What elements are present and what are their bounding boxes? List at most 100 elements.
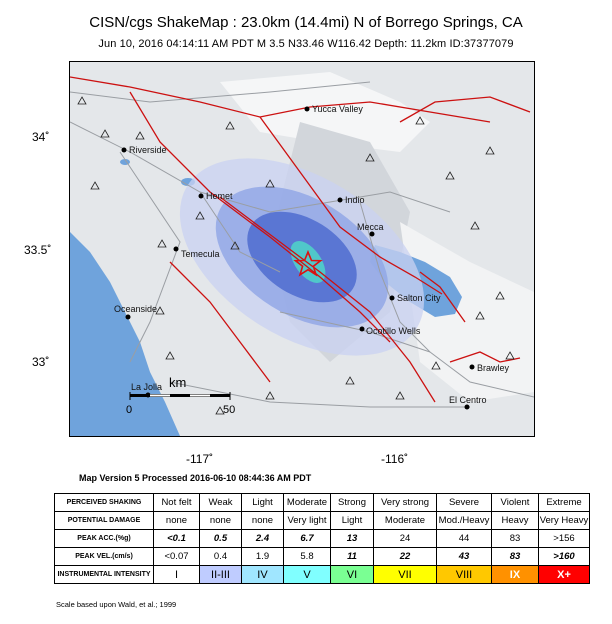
legend-cell: Very light xyxy=(283,511,331,530)
legend-cell: 22 xyxy=(373,547,437,566)
scale-credit: Scale based upon Wald, et al.; 1999 xyxy=(56,600,177,609)
city-dot xyxy=(304,106,310,112)
legend-cell: Mod./Heavy xyxy=(436,511,492,530)
epicenter-star-icon[interactable] xyxy=(293,249,323,277)
legend-cell: Violent xyxy=(491,493,539,512)
latitude-tick-33-5: 33.5˚ xyxy=(24,243,52,257)
legend-cell: 44 xyxy=(436,529,492,548)
city-salton-city: Salton City xyxy=(397,293,441,303)
legend-cell: <0.07 xyxy=(153,547,200,566)
legend-cell: 13 xyxy=(330,529,374,548)
scale-bar: km 0 50 xyxy=(126,375,235,416)
city-dot xyxy=(198,193,204,199)
city-indio: Indio xyxy=(345,195,365,205)
city-dot xyxy=(469,364,475,370)
legend-cell: >160 xyxy=(538,547,590,566)
legend-row-label: INSTRUMENTAL INTENSITY xyxy=(54,565,154,584)
legend-row-label: PEAK VEL.(cm/s) xyxy=(54,547,154,566)
legend-cell: Strong xyxy=(330,493,374,512)
legend-row-label: POTENTIAL DAMAGE xyxy=(54,511,154,530)
cities: Yucca Valley Riverside Hemet Indio Mecca… xyxy=(114,104,510,410)
legend-cell: 24 xyxy=(373,529,437,548)
legend-cell: 1.9 xyxy=(241,547,284,566)
map-title: CISN/cgs ShakeMap : 23.0km (14.4mi) N of… xyxy=(89,14,523,31)
intensity-swatch: V xyxy=(283,565,331,584)
scale-end: 50 xyxy=(223,404,235,416)
intensity-swatch: VII xyxy=(373,565,437,584)
city-dot xyxy=(369,231,375,237)
city-dot xyxy=(121,147,127,153)
legend-cell: Light xyxy=(241,493,284,512)
city-la-jolla: La Jolla xyxy=(131,382,162,392)
city-temecula: Temecula xyxy=(181,249,220,259)
intensity-swatch: VI xyxy=(330,565,374,584)
legend-cell: 0.4 xyxy=(199,547,242,566)
scale-unit: km xyxy=(169,375,186,390)
city-brawley: Brawley xyxy=(477,363,510,373)
legend-cell: Very strong xyxy=(373,493,437,512)
legend-cell: Light xyxy=(330,511,374,530)
longitude-tick-117: -117˚ xyxy=(186,452,214,466)
imperial-valley xyxy=(400,222,534,402)
city-oceanside: Oceanside xyxy=(114,304,157,314)
city-yucca-valley: Yucca Valley xyxy=(312,104,363,114)
highways xyxy=(70,81,534,408)
legend-row-label: PERCEIVED SHAKING xyxy=(54,493,154,512)
legend-cell: 0.5 xyxy=(199,529,242,548)
scale-start: 0 xyxy=(126,404,132,416)
city-ocotillo-wells: Ocotillo Wells xyxy=(366,326,421,336)
intensity-swatch: II-III xyxy=(199,565,242,584)
city-hemet: Hemet xyxy=(206,191,233,201)
latitude-tick-33: 33˚ xyxy=(32,355,50,369)
legend-cell: Weak xyxy=(199,493,242,512)
legend-cell: 5.8 xyxy=(283,547,331,566)
intensity-swatch: I xyxy=(153,565,200,584)
map-canvas: Yucca Valley Riverside Hemet Indio Mecca… xyxy=(70,62,534,436)
shakemap-map[interactable]: Yucca Valley Riverside Hemet Indio Mecca… xyxy=(69,61,535,437)
intensity-legend: PERCEIVED SHAKING Not felt Weak Light Mo… xyxy=(54,493,590,584)
city-dot xyxy=(337,197,343,203)
city-mecca: Mecca xyxy=(357,222,384,232)
legend-row-velocity: PEAK VEL.(cm/s) <0.07 0.4 1.9 5.8 11 22 … xyxy=(54,547,590,566)
legend-cell: 2.4 xyxy=(241,529,284,548)
legend-cell: Heavy xyxy=(491,511,539,530)
pacific-ocean xyxy=(70,232,180,436)
legend-cell: Severe xyxy=(436,493,492,512)
city-riverside: Riverside xyxy=(129,145,167,155)
map-version: Map Version 5 Processed 2016-06-10 08:44… xyxy=(79,473,312,483)
legend-cell: Very Heavy xyxy=(538,511,590,530)
legend-cell: none xyxy=(199,511,242,530)
legend-cell: 83 xyxy=(491,547,539,566)
legend-cell: >156 xyxy=(538,529,590,548)
legend-cell: <0.1 xyxy=(153,529,200,548)
legend-row-damage: POTENTIAL DAMAGE none none none Very lig… xyxy=(54,511,590,530)
legend-cell: none xyxy=(153,511,200,530)
seismic-stations xyxy=(77,96,515,415)
city-dot xyxy=(359,326,365,332)
city-dot xyxy=(125,314,131,320)
latitude-tick-34: 34˚ xyxy=(32,130,50,144)
legend-row-intensity: INSTRUMENTAL INTENSITY I II-III IV V VI … xyxy=(54,565,590,584)
city-dot xyxy=(389,295,395,301)
legend-cell: none xyxy=(241,511,284,530)
legend-cell: 83 xyxy=(491,529,539,548)
fault-lines xyxy=(70,76,531,403)
legend-cell: Extreme xyxy=(538,493,590,512)
legend-row-shaking: PERCEIVED SHAKING Not felt Weak Light Mo… xyxy=(54,493,590,512)
intensity-zone-v xyxy=(290,240,326,284)
event-details: Jun 10, 2016 04:14:11 AM PDT M 3.5 N33.4… xyxy=(98,38,514,50)
legend-cell: 6.7 xyxy=(283,529,331,548)
legend-cell: Moderate xyxy=(373,511,437,530)
legend-row-label: PEAK ACC.(%g) xyxy=(54,529,154,548)
legend-cell: 11 xyxy=(330,547,374,566)
city-dot xyxy=(464,404,470,410)
city-el-centro: El Centro xyxy=(449,395,487,405)
legend-row-acceleration: PEAK ACC.(%g) <0.1 0.5 2.4 6.7 13 24 44 … xyxy=(54,529,590,548)
intensity-swatch: IV xyxy=(241,565,284,584)
legend-cell: Moderate xyxy=(283,493,331,512)
intensity-swatch: IX xyxy=(491,565,539,584)
intensity-swatch: VIII xyxy=(436,565,492,584)
legend-cell: Not felt xyxy=(153,493,200,512)
intensity-swatch: X+ xyxy=(538,565,590,584)
longitude-tick-116: -116˚ xyxy=(381,452,409,466)
